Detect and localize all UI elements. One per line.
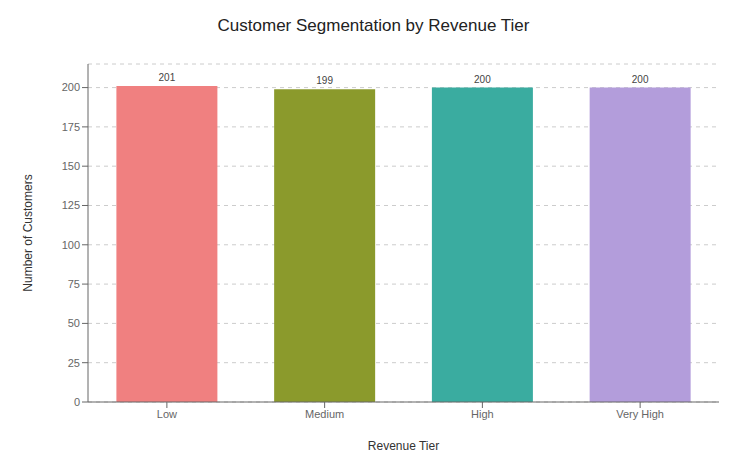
html-text:Customer Segmentation by Reven: Customer Segmentation by Revenue Tier [217,16,530,35]
svg-text:150: 150 [62,160,80,172]
svg-text:199: 199 [316,75,333,86]
svg-text:200: 200 [632,74,649,85]
svg-text:Low: Low [157,408,177,420]
svg-text:25: 25 [68,357,80,369]
svg-text:100: 100 [62,239,80,251]
svg-text:125: 125 [62,199,80,211]
svg-text:0: 0 [74,396,80,408]
svg-text:200: 200 [474,74,491,85]
svg-text:Revenue Tier: Revenue Tier [368,439,439,453]
svg-text:50: 50 [68,317,80,329]
svg-text:Medium: Medium [305,408,344,420]
svg-text:175: 175 [62,121,80,133]
svg-text:High: High [471,408,494,420]
svg-text:75: 75 [68,278,80,290]
svg-text:Number of Customers: Number of Customers [21,174,35,291]
svg-text:201: 201 [159,72,176,83]
svg-text:Very High: Very High [616,408,664,420]
svg-text:200: 200 [62,81,80,93]
